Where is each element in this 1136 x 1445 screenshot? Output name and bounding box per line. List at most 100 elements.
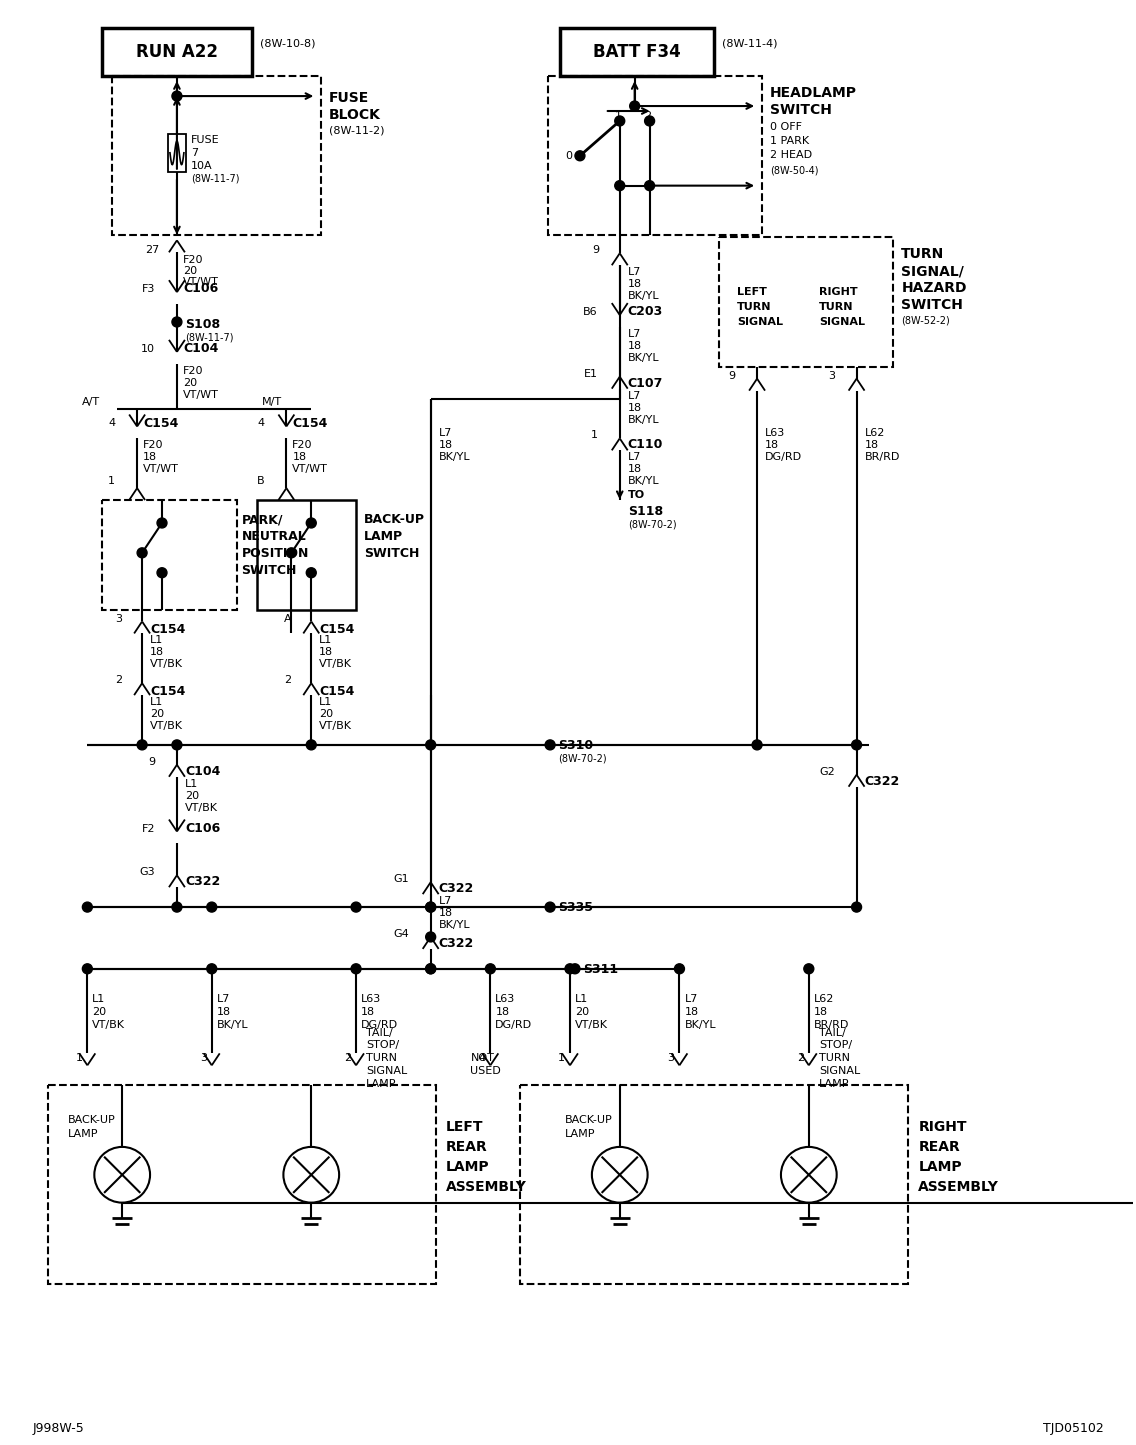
Text: (8W-50-4): (8W-50-4) <box>770 166 819 176</box>
Text: 4: 4 <box>108 419 115 429</box>
Text: 3: 3 <box>115 614 123 624</box>
Circle shape <box>804 964 813 974</box>
Text: C154: C154 <box>150 685 185 698</box>
Text: L1: L1 <box>319 696 333 707</box>
Text: 20: 20 <box>92 1007 107 1017</box>
Text: S311: S311 <box>583 962 618 975</box>
Text: L1: L1 <box>150 636 164 646</box>
Text: L7: L7 <box>628 452 641 462</box>
Text: LAMP: LAMP <box>445 1160 490 1173</box>
Text: F2: F2 <box>142 824 154 834</box>
Text: DG/RD: DG/RD <box>495 1020 533 1029</box>
Circle shape <box>83 964 92 974</box>
Text: C154: C154 <box>150 623 185 636</box>
Text: 20: 20 <box>319 709 333 720</box>
Text: SIGNAL: SIGNAL <box>819 316 864 327</box>
Text: LAMP: LAMP <box>366 1079 396 1090</box>
Text: (8W-70-2): (8W-70-2) <box>558 754 607 764</box>
Text: BACK-UP: BACK-UP <box>67 1116 115 1126</box>
Text: 20: 20 <box>183 266 197 276</box>
Text: 7: 7 <box>191 147 198 158</box>
Circle shape <box>644 181 654 191</box>
Circle shape <box>565 964 575 974</box>
Text: F3: F3 <box>142 285 154 295</box>
Text: G1: G1 <box>393 874 409 884</box>
Circle shape <box>351 902 361 912</box>
Text: (8W-10-8): (8W-10-8) <box>259 39 315 48</box>
Text: BACK-UP: BACK-UP <box>565 1116 612 1126</box>
Text: 4: 4 <box>258 419 265 429</box>
Text: F20: F20 <box>292 441 312 451</box>
Circle shape <box>644 116 654 126</box>
Text: PARK/: PARK/ <box>242 513 283 526</box>
Text: C154: C154 <box>143 416 178 429</box>
Text: (8W-11-2): (8W-11-2) <box>329 126 385 136</box>
Text: TAIL/: TAIL/ <box>819 1027 845 1038</box>
Text: VT/BK: VT/BK <box>185 802 218 812</box>
Text: DG/RD: DG/RD <box>765 452 802 462</box>
Text: 3: 3 <box>828 371 835 380</box>
Text: BR/RD: BR/RD <box>813 1020 850 1029</box>
Text: VT/BK: VT/BK <box>92 1020 125 1029</box>
Circle shape <box>307 740 316 750</box>
Circle shape <box>137 548 147 558</box>
Text: L63: L63 <box>361 994 382 1004</box>
Bar <box>560 29 715 77</box>
Text: G3: G3 <box>140 867 154 877</box>
Text: LAMP: LAMP <box>918 1160 962 1173</box>
Text: 18: 18 <box>765 441 779 451</box>
Text: 4: 4 <box>478 1053 485 1064</box>
Text: 18: 18 <box>150 647 165 657</box>
Text: C106: C106 <box>185 822 220 835</box>
Text: 18: 18 <box>813 1007 828 1017</box>
Text: ASSEMBLY: ASSEMBLY <box>445 1179 526 1194</box>
Circle shape <box>426 902 435 912</box>
Text: VT/BK: VT/BK <box>150 659 183 669</box>
Text: S108: S108 <box>185 318 220 331</box>
Text: SIGNAL/: SIGNAL/ <box>901 264 964 279</box>
Text: SWITCH: SWITCH <box>364 546 419 559</box>
Text: 20: 20 <box>183 377 197 387</box>
Text: L1: L1 <box>92 994 106 1004</box>
Circle shape <box>172 740 182 750</box>
Text: RIGHT: RIGHT <box>819 288 858 298</box>
Text: 18: 18 <box>143 452 157 462</box>
Circle shape <box>157 517 167 527</box>
Text: 20: 20 <box>575 1007 590 1017</box>
Text: BK/YL: BK/YL <box>438 452 470 462</box>
Text: 20: 20 <box>150 709 165 720</box>
Text: LEFT: LEFT <box>445 1120 483 1134</box>
Text: 1 PARK: 1 PARK <box>770 136 809 146</box>
Text: 2: 2 <box>344 1053 351 1064</box>
Circle shape <box>307 568 316 578</box>
Circle shape <box>286 548 296 558</box>
Text: VT/BK: VT/BK <box>319 721 352 731</box>
Text: (8W-70-2): (8W-70-2) <box>628 520 676 530</box>
Text: BR/RD: BR/RD <box>864 452 900 462</box>
Text: FUSE: FUSE <box>329 91 369 105</box>
Text: BK/YL: BK/YL <box>217 1020 249 1029</box>
Text: POSITION: POSITION <box>242 546 309 559</box>
Text: TURN: TURN <box>819 302 853 312</box>
Text: (8W-11-7): (8W-11-7) <box>185 332 233 342</box>
Text: FUSE: FUSE <box>191 134 219 144</box>
Text: B: B <box>257 477 265 486</box>
Bar <box>520 1085 909 1285</box>
Circle shape <box>752 740 762 750</box>
Text: TO: TO <box>628 490 645 500</box>
Circle shape <box>575 150 585 160</box>
Text: S310: S310 <box>558 738 593 751</box>
Text: STOP/: STOP/ <box>819 1040 852 1051</box>
Text: 1: 1 <box>75 1053 83 1064</box>
Text: L1: L1 <box>185 779 198 789</box>
Circle shape <box>615 181 625 191</box>
Text: SWITCH: SWITCH <box>242 564 296 577</box>
Text: 2: 2 <box>115 675 123 685</box>
Text: SIGNAL: SIGNAL <box>737 316 783 327</box>
Text: TAIL/: TAIL/ <box>366 1027 393 1038</box>
Text: VT/WT: VT/WT <box>183 390 219 400</box>
Circle shape <box>207 964 217 974</box>
Text: C322: C322 <box>864 775 900 788</box>
Text: L1: L1 <box>319 636 333 646</box>
Text: 1: 1 <box>591 431 598 441</box>
